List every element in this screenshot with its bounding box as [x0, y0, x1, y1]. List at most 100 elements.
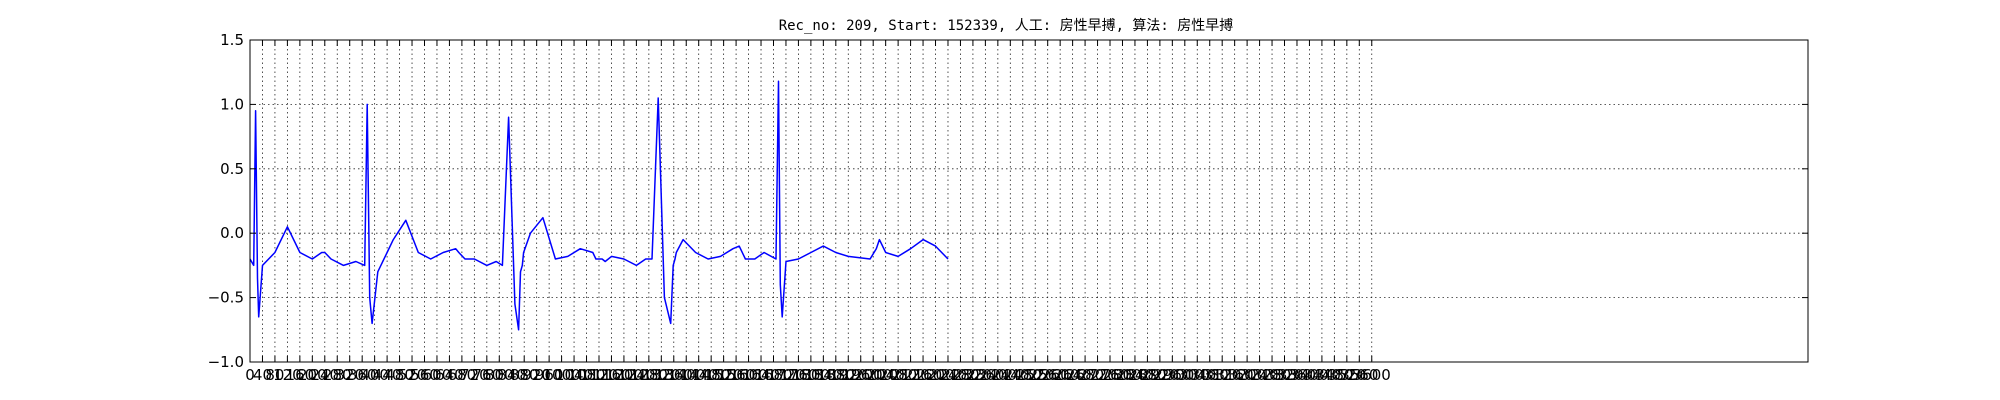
x-axis: 0408012016020024028032036040044048052056… [245, 40, 1391, 384]
x-tick-label: 0 [245, 366, 255, 384]
x-tick-label: 800 [485, 366, 514, 384]
x-tick-label: 1400 [667, 366, 705, 384]
x-tick-label: 2680 [1066, 366, 1104, 384]
y-tick-label: 0.5 [220, 160, 244, 178]
x-tick-label: 320 [335, 366, 364, 384]
x-tick-label: 1520 [705, 366, 743, 384]
x-tick-label: 80 [265, 366, 284, 384]
x-tick-label: 760 [472, 366, 501, 384]
x-tick-label: 3480 [1315, 366, 1353, 384]
x-tick-label: 480 [385, 366, 414, 384]
x-tick-label: 3560 [1340, 366, 1378, 384]
grid-lines [250, 40, 1808, 362]
x-tick-label: 1480 [692, 366, 730, 384]
x-tick-label: 1200 [605, 366, 643, 384]
x-tick-label: 560 [410, 366, 439, 384]
series-lines [249, 80, 949, 331]
x-tick-label: 3040 [1178, 366, 1216, 384]
series-line [249, 80, 949, 331]
x-tick-label: 3000 [1166, 366, 1204, 384]
x-tick-label: 1760 [779, 366, 817, 384]
x-tick-label: 1360 [655, 366, 693, 384]
x-tick-label: 160 [286, 366, 315, 384]
x-tick-label: 2400 [979, 366, 1017, 384]
y-tick-label: −1.0 [208, 353, 244, 371]
x-tick-label: 1840 [804, 366, 842, 384]
x-tick-label: 520 [398, 366, 427, 384]
x-tick-label: 280 [323, 366, 352, 384]
x-tick-label: 1960 [842, 366, 880, 384]
x-tick-label: 920 [522, 366, 551, 384]
x-tick-label: 2880 [1128, 366, 1166, 384]
x-tick-label: 1040 [555, 366, 593, 384]
x-tick-label: 1600 [729, 366, 767, 384]
x-tick-label: 3120 [1203, 366, 1241, 384]
x-tick-label: 2920 [1141, 366, 1179, 384]
x-tick-label: 2040 [867, 366, 905, 384]
x-tick-label: 2720 [1078, 366, 1116, 384]
x-tick-label: 640 [435, 366, 464, 384]
x-tick-label: 2440 [991, 366, 1029, 384]
x-tick-label: 2320 [954, 366, 992, 384]
x-tick-label: 2560 [1029, 366, 1067, 384]
x-tick-label: 2120 [891, 366, 929, 384]
x-tick-label: 1880 [817, 366, 855, 384]
x-tick-label: 2240 [929, 366, 967, 384]
x-tick-label: 1720 [767, 366, 805, 384]
x-tick-label: 400 [360, 366, 389, 384]
x-tick-label: 1920 [829, 366, 867, 384]
x-tick-label: 40 [253, 366, 272, 384]
x-tick-label: 2360 [966, 366, 1004, 384]
x-tick-label: 2760 [1091, 366, 1129, 384]
x-tick-label: 360 [348, 366, 377, 384]
x-tick-label: 2800 [1103, 366, 1141, 384]
x-tick-label: 2280 [941, 366, 979, 384]
x-tick-label: 1640 [742, 366, 780, 384]
x-tick-label: 3280 [1253, 366, 1291, 384]
x-tick-label: 1120 [580, 366, 618, 384]
x-tick-label: 1000 [543, 366, 581, 384]
x-tick-label: 440 [373, 366, 402, 384]
x-tick-label: 3440 [1303, 366, 1341, 384]
x-tick-label: 680 [448, 366, 477, 384]
x-tick-label: 2600 [1041, 366, 1079, 384]
x-tick-label: 720 [460, 366, 489, 384]
x-tick-label: 1560 [717, 366, 755, 384]
x-tick-label: 2000 [854, 366, 892, 384]
x-tick-label: 3320 [1265, 366, 1303, 384]
x-tick-label: 2480 [1004, 366, 1042, 384]
x-tick-label: 1080 [567, 366, 605, 384]
x-tick-label: 1240 [617, 366, 655, 384]
x-tick-label: 2160 [904, 366, 942, 384]
y-tick-label: 1.5 [220, 31, 244, 49]
x-tick-label: 2200 [916, 366, 954, 384]
x-tick-label: 3160 [1216, 366, 1254, 384]
x-tick-label: 2640 [1054, 366, 1092, 384]
x-tick-label: 1440 [680, 366, 718, 384]
x-tick-label: 2960 [1153, 366, 1191, 384]
x-tick-label: 880 [510, 366, 539, 384]
y-tick-label: −0.5 [208, 289, 244, 307]
x-tick-label: 120 [273, 366, 302, 384]
x-tick-label: 1160 [592, 366, 630, 384]
x-tick-label: 3240 [1240, 366, 1278, 384]
y-tick-label: 1.0 [220, 95, 244, 113]
x-tick-label: 3600 [1353, 366, 1391, 384]
x-tick-label: 3200 [1228, 366, 1266, 384]
x-tick-label: 1280 [630, 366, 668, 384]
plot-area-frame [249, 39, 1809, 363]
y-axis: 1.5 1.0 0.5 0.0 −0.5 −1.0 [208, 31, 1808, 371]
x-tick-label: 1800 [792, 366, 830, 384]
x-tick-label: 1680 [754, 366, 792, 384]
x-tick-label: 2840 [1116, 366, 1154, 384]
x-tick-label: 600 [423, 366, 452, 384]
chart-title: Rec_no: 209, Start: 152339, 人工: 房性早搏, 算法… [779, 17, 1234, 34]
x-tick-label: 2080 [879, 366, 917, 384]
y-tick-label: 0.0 [220, 224, 244, 242]
x-tick-label: 2520 [1016, 366, 1054, 384]
x-tick-label: 3520 [1328, 366, 1366, 384]
x-tick-label: 3400 [1290, 366, 1328, 384]
x-tick-label: 240 [310, 366, 339, 384]
x-tick-label: 1320 [642, 366, 680, 384]
